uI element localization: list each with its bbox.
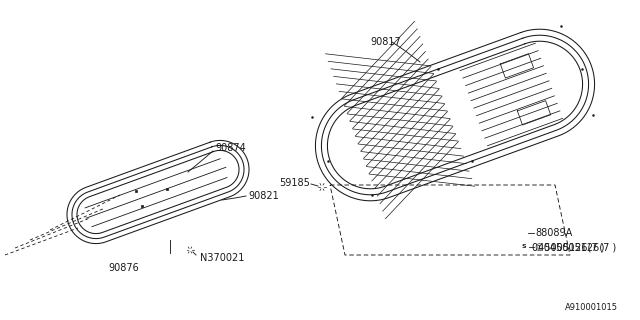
Text: 59185: 59185 xyxy=(279,178,310,188)
Text: A910001015: A910001015 xyxy=(565,303,618,313)
Text: N370021: N370021 xyxy=(200,253,244,263)
Text: 90821: 90821 xyxy=(248,191,279,201)
Text: 90817: 90817 xyxy=(370,37,401,47)
Text: ①045005126(7 ): ①045005126(7 ) xyxy=(535,243,616,253)
Text: 045005126(7 ): 045005126(7 ) xyxy=(532,243,605,253)
Text: 90874: 90874 xyxy=(215,143,246,153)
Text: S: S xyxy=(522,244,526,250)
Text: 90876: 90876 xyxy=(108,263,139,273)
Text: 88089A: 88089A xyxy=(535,228,572,238)
